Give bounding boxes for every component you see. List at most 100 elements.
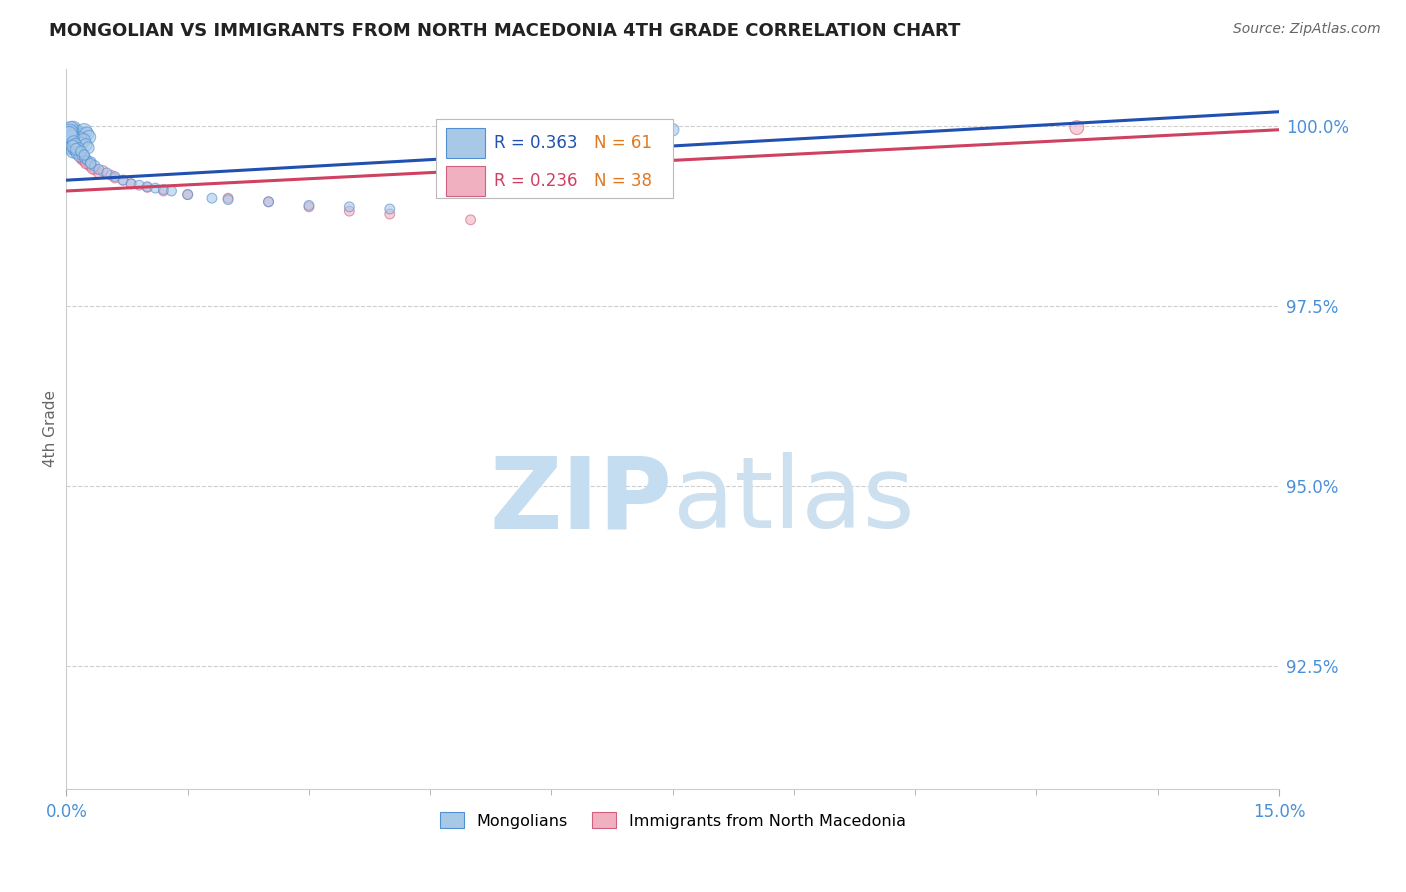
Point bbox=[60, 130, 83, 145]
Point bbox=[70, 136, 93, 151]
Point bbox=[62, 139, 84, 153]
Point bbox=[80, 156, 103, 170]
Point bbox=[67, 141, 90, 155]
Legend: Mongolians, Immigrants from North Macedonia: Mongolians, Immigrants from North Macedo… bbox=[433, 805, 912, 835]
Point bbox=[160, 184, 183, 198]
Point bbox=[70, 152, 93, 166]
Text: N = 38: N = 38 bbox=[593, 172, 652, 190]
Point bbox=[76, 153, 98, 168]
Point bbox=[62, 134, 84, 148]
Point bbox=[65, 132, 87, 146]
Point bbox=[60, 126, 83, 140]
Point bbox=[65, 125, 87, 139]
Point bbox=[378, 202, 401, 216]
Point bbox=[60, 130, 83, 145]
Point bbox=[104, 169, 127, 184]
Point bbox=[75, 156, 97, 170]
Point bbox=[73, 153, 96, 168]
Point bbox=[91, 163, 114, 178]
Point bbox=[69, 131, 91, 145]
Point bbox=[75, 137, 97, 152]
Point bbox=[72, 134, 94, 148]
Point bbox=[63, 141, 86, 155]
Point bbox=[62, 122, 84, 136]
Point bbox=[77, 130, 100, 145]
Point bbox=[120, 177, 142, 191]
Point bbox=[217, 191, 239, 205]
Point bbox=[80, 155, 103, 169]
Point bbox=[62, 141, 84, 155]
Point bbox=[298, 200, 321, 214]
Point bbox=[70, 149, 93, 163]
Point bbox=[73, 124, 96, 138]
Point bbox=[378, 207, 401, 221]
Point bbox=[176, 187, 198, 202]
Point bbox=[100, 168, 122, 182]
Point bbox=[62, 135, 84, 149]
Point bbox=[201, 191, 224, 205]
Point bbox=[128, 178, 150, 193]
Text: atlas: atlas bbox=[672, 452, 914, 549]
Point bbox=[104, 171, 127, 186]
Point bbox=[96, 166, 118, 180]
FancyBboxPatch shape bbox=[446, 128, 485, 158]
Point bbox=[76, 127, 98, 141]
Text: N = 61: N = 61 bbox=[593, 134, 652, 152]
Point bbox=[145, 181, 167, 195]
FancyBboxPatch shape bbox=[446, 166, 485, 196]
Point bbox=[67, 148, 90, 162]
Point bbox=[67, 130, 90, 145]
Point bbox=[257, 194, 280, 209]
Point bbox=[70, 145, 93, 159]
Point bbox=[59, 125, 82, 139]
Point bbox=[136, 179, 159, 194]
Point bbox=[73, 148, 96, 162]
Point bbox=[60, 137, 83, 152]
Point bbox=[72, 152, 94, 166]
Point bbox=[112, 173, 135, 187]
Point bbox=[72, 128, 94, 143]
Point bbox=[112, 173, 135, 187]
Point bbox=[65, 141, 87, 155]
Point bbox=[77, 141, 100, 155]
Point bbox=[460, 212, 482, 227]
Point bbox=[72, 148, 94, 162]
Text: R = 0.236: R = 0.236 bbox=[495, 172, 578, 190]
Point bbox=[1066, 120, 1088, 135]
Point bbox=[73, 151, 96, 165]
Point bbox=[298, 198, 321, 212]
Point bbox=[87, 162, 110, 177]
Point bbox=[60, 141, 83, 155]
Point bbox=[136, 180, 159, 194]
Point bbox=[65, 137, 87, 152]
Point bbox=[77, 158, 100, 172]
Point bbox=[59, 134, 82, 148]
Point bbox=[82, 161, 104, 176]
Point bbox=[63, 128, 86, 142]
Text: Source: ZipAtlas.com: Source: ZipAtlas.com bbox=[1233, 22, 1381, 37]
Point bbox=[66, 135, 89, 149]
Point bbox=[66, 146, 89, 161]
Point bbox=[80, 159, 103, 173]
Y-axis label: 4th Grade: 4th Grade bbox=[44, 390, 58, 467]
Point bbox=[152, 184, 174, 198]
Point bbox=[87, 166, 110, 180]
Point bbox=[66, 146, 89, 161]
Point bbox=[66, 145, 89, 159]
Point bbox=[217, 193, 239, 207]
Text: ZIP: ZIP bbox=[489, 452, 672, 549]
Point bbox=[59, 134, 82, 148]
Point bbox=[65, 142, 87, 156]
Point bbox=[176, 187, 198, 202]
Point bbox=[67, 145, 90, 160]
Point bbox=[63, 142, 86, 156]
Point bbox=[70, 126, 93, 140]
Point bbox=[257, 194, 280, 209]
Point bbox=[337, 200, 360, 214]
Point bbox=[59, 122, 82, 136]
Point bbox=[58, 128, 80, 142]
Text: MONGOLIAN VS IMMIGRANTS FROM NORTH MACEDONIA 4TH GRADE CORRELATION CHART: MONGOLIAN VS IMMIGRANTS FROM NORTH MACED… bbox=[49, 22, 960, 40]
Point bbox=[67, 149, 90, 163]
Point bbox=[337, 204, 360, 219]
Point bbox=[59, 126, 82, 140]
